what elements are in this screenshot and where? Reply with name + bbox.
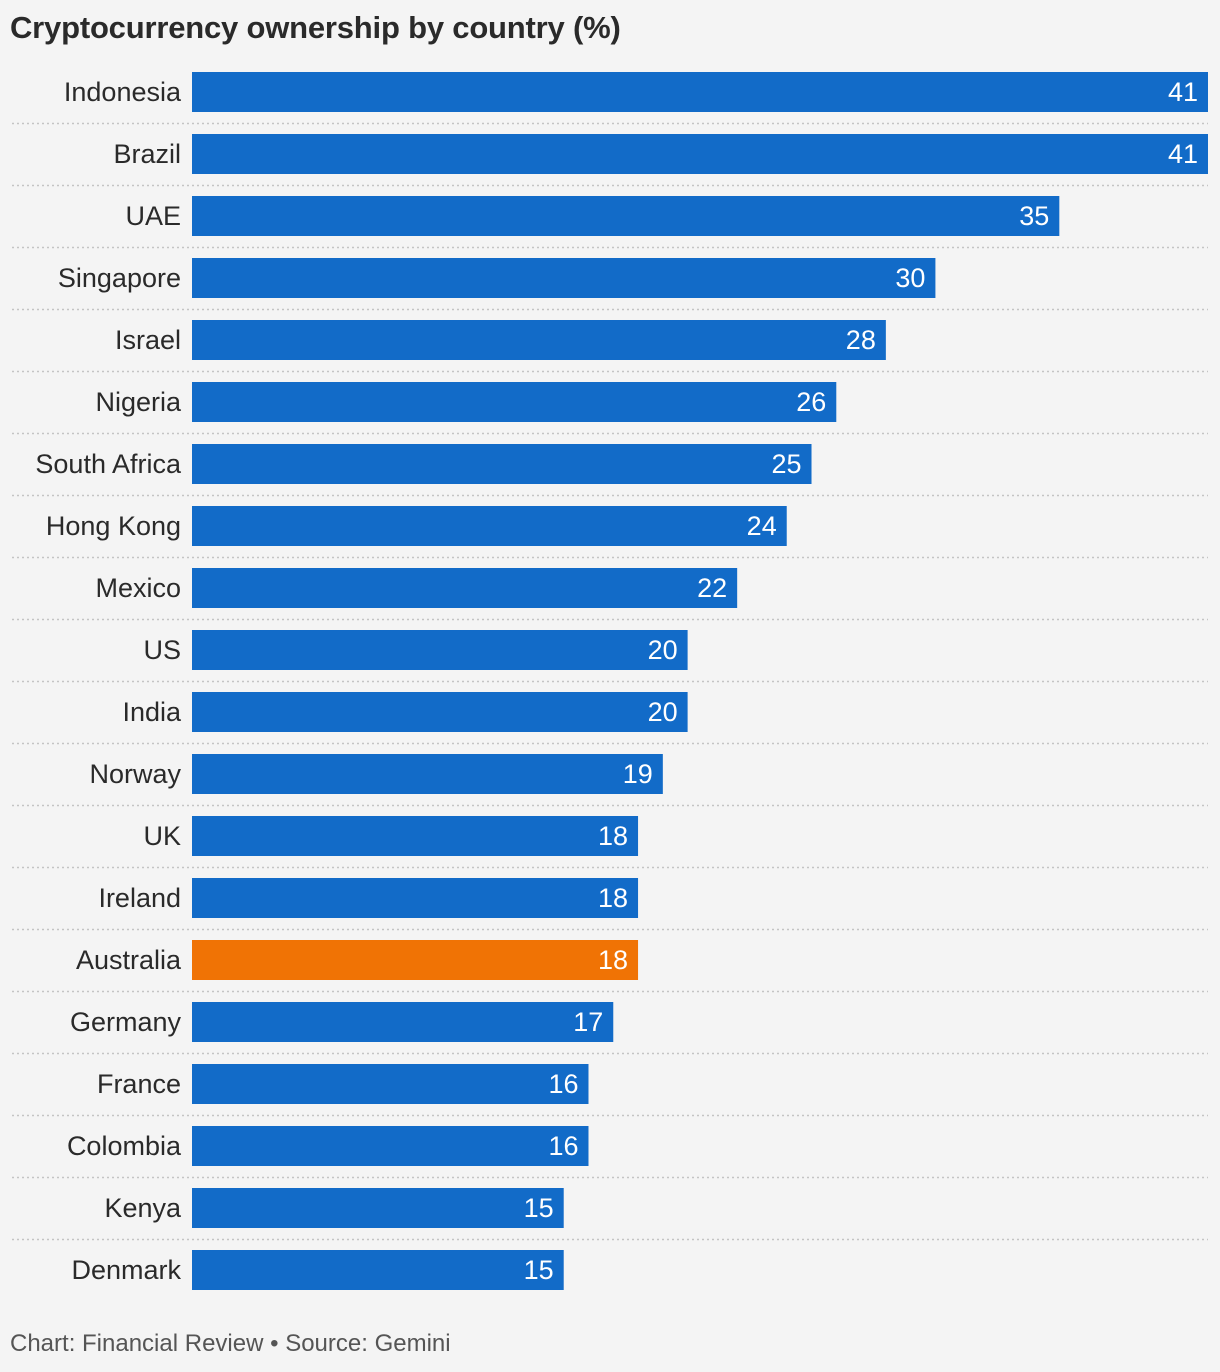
bar-colombia bbox=[192, 1126, 589, 1166]
value-label-kenya: 15 bbox=[524, 1193, 554, 1223]
category-label-ireland: Ireland bbox=[98, 883, 181, 913]
category-label-norway: Norway bbox=[89, 759, 181, 789]
value-label-israel: 28 bbox=[846, 325, 876, 355]
bar-us bbox=[192, 630, 688, 670]
value-label-indonesia: 41 bbox=[1168, 77, 1198, 107]
category-label-kenya: Kenya bbox=[104, 1193, 182, 1223]
chart-footer: Chart: Financial Review • Source: Gemini bbox=[10, 1330, 451, 1358]
category-label-brazil: Brazil bbox=[113, 139, 181, 169]
category-label-australia: Australia bbox=[76, 945, 182, 975]
bar-denmark bbox=[192, 1250, 564, 1290]
value-label-france: 16 bbox=[548, 1069, 578, 1099]
value-label-uae: 35 bbox=[1019, 201, 1049, 231]
bar-uk bbox=[192, 816, 639, 856]
category-label-mexico: Mexico bbox=[95, 573, 181, 603]
category-label-us: US bbox=[143, 635, 181, 665]
value-label-singapore: 30 bbox=[895, 263, 925, 293]
value-label-hong-kong: 24 bbox=[747, 511, 777, 541]
value-label-norway: 19 bbox=[623, 759, 653, 789]
category-label-hong-kong: Hong Kong bbox=[46, 511, 181, 541]
bar-israel bbox=[192, 320, 886, 360]
value-label-australia: 18 bbox=[598, 945, 628, 975]
value-label-south-africa: 25 bbox=[771, 449, 801, 479]
bar-hong-kong bbox=[192, 506, 787, 546]
bar-france bbox=[192, 1064, 589, 1104]
chart-credit: Chart: Financial Review bbox=[10, 1330, 264, 1357]
value-label-brazil: 41 bbox=[1168, 139, 1198, 169]
bar-brazil bbox=[192, 134, 1208, 174]
value-label-ireland: 18 bbox=[598, 883, 628, 913]
bar-mexico bbox=[192, 568, 738, 608]
bar-south-africa bbox=[192, 444, 812, 484]
category-label-nigeria: Nigeria bbox=[95, 387, 182, 417]
category-label-denmark: Denmark bbox=[71, 1255, 181, 1285]
category-label-israel: Israel bbox=[115, 325, 181, 355]
category-label-singapore: Singapore bbox=[58, 263, 181, 293]
bar-chart: Indonesia 41 Brazil 41 UAE 35 Singapore 30 Israe… bbox=[12, 72, 1208, 1290]
bar-india bbox=[192, 692, 688, 732]
value-label-denmark: 15 bbox=[524, 1255, 554, 1285]
value-label-uk: 18 bbox=[598, 821, 628, 851]
bar-norway bbox=[192, 754, 663, 794]
value-label-nigeria: 26 bbox=[796, 387, 826, 417]
value-label-mexico: 22 bbox=[697, 573, 727, 603]
bar-germany bbox=[192, 1002, 614, 1042]
category-label-indonesia: Indonesia bbox=[64, 77, 182, 107]
category-label-colombia: Colombia bbox=[67, 1131, 182, 1161]
value-label-us: 20 bbox=[648, 635, 678, 665]
footer-separator: • bbox=[270, 1330, 279, 1357]
bar-australia bbox=[192, 940, 639, 980]
category-label-uae: UAE bbox=[125, 201, 181, 231]
bar-ireland bbox=[192, 878, 639, 918]
bar-uae bbox=[192, 196, 1060, 236]
category-label-india: India bbox=[122, 697, 182, 727]
bar-singapore bbox=[192, 258, 936, 298]
value-label-india: 20 bbox=[648, 697, 678, 727]
bar-indonesia bbox=[192, 72, 1208, 112]
bar-kenya bbox=[192, 1188, 564, 1228]
category-label-germany: Germany bbox=[70, 1007, 182, 1037]
chart-title: Cryptocurrency ownership by country (%) bbox=[10, 10, 621, 45]
value-label-germany: 17 bbox=[573, 1007, 603, 1037]
bar-nigeria bbox=[192, 382, 837, 422]
chart-source: Source: Gemini bbox=[285, 1330, 451, 1357]
category-label-south-africa: South Africa bbox=[35, 449, 182, 479]
value-label-colombia: 16 bbox=[548, 1131, 578, 1161]
category-label-uk: UK bbox=[143, 821, 181, 851]
category-label-france: France bbox=[97, 1069, 181, 1099]
